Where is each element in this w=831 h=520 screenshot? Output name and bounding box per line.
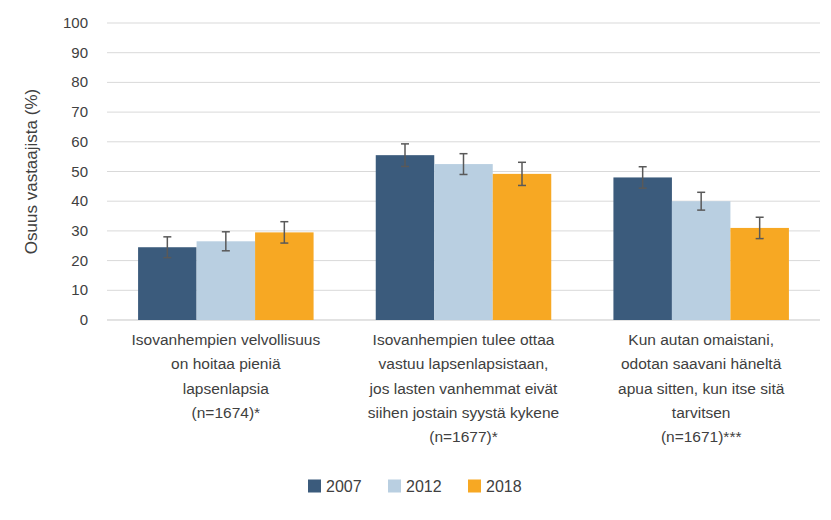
- error-cap: [163, 236, 171, 238]
- error-cap: [697, 192, 705, 194]
- error-stem: [521, 162, 523, 185]
- error-stem: [284, 222, 286, 243]
- bar: [255, 232, 313, 320]
- error-bar: [518, 162, 526, 185]
- bar: [138, 247, 197, 320]
- error-stem: [167, 237, 169, 258]
- legend-swatch: [468, 480, 481, 493]
- bar: [613, 177, 672, 320]
- y-tick-label: 90: [71, 44, 88, 61]
- grid-line: [107, 112, 820, 113]
- bar: [730, 228, 789, 320]
- x-tick-label: Isovanhempien tulee ottaa vastuu lapsenla…: [368, 331, 559, 445]
- x-tick-label: Isovanhempien velvollisuus on hoitaa pien…: [131, 331, 320, 421]
- label-line: (n=1677)*: [429, 428, 498, 445]
- error-cap: [280, 242, 288, 244]
- grid-line: [107, 52, 820, 53]
- error-cap: [460, 174, 468, 176]
- label-line: Isovanhempien velvollisuus: [131, 331, 320, 348]
- error-cap: [222, 250, 230, 252]
- legend-label: 2012: [406, 478, 442, 495]
- error-cap: [756, 216, 764, 218]
- error-cap: [756, 238, 764, 240]
- label-line: (n=1674)*: [192, 404, 261, 421]
- y-tick-label: 0: [80, 311, 88, 328]
- bar: [672, 201, 731, 320]
- error-bar: [222, 232, 230, 251]
- error-bar: [697, 192, 705, 210]
- y-axis-label: Osuus vastaajista (%): [22, 89, 41, 254]
- error-bar: [639, 167, 647, 188]
- error-cap: [518, 162, 526, 164]
- bars: [138, 144, 789, 320]
- label-line: (n=1671)***: [661, 428, 742, 445]
- error-stem: [404, 144, 406, 167]
- y-tick-label: 80: [71, 73, 88, 90]
- error-cap: [280, 221, 288, 223]
- error-bar: [401, 144, 409, 167]
- label-line: odotan saavani häneltä: [621, 355, 782, 372]
- bar: [376, 155, 435, 320]
- error-stem: [700, 192, 702, 210]
- error-cap: [518, 185, 526, 187]
- y-tick-label: 60: [71, 133, 88, 150]
- error-cap: [639, 187, 647, 189]
- grid-line: [107, 141, 820, 142]
- legend-swatch: [388, 480, 401, 493]
- y-tick-label: 10: [71, 281, 88, 298]
- error-cap: [639, 166, 647, 168]
- error-bar: [756, 217, 764, 238]
- y-tick-label: 20: [71, 252, 88, 269]
- error-stem: [463, 154, 465, 175]
- y-tick-label: 50: [71, 163, 88, 180]
- grid-line: [107, 82, 820, 83]
- label-line: Isovanhempien tulee ottaa: [373, 331, 555, 348]
- bar: [434, 164, 493, 320]
- label-line: vastuu lapsenlapsistaan,: [379, 355, 549, 372]
- legend-label: 2007: [326, 478, 362, 495]
- error-cap: [163, 257, 171, 259]
- error-stem: [759, 217, 761, 238]
- error-stem: [225, 232, 227, 251]
- chart: 0 10 20 30 40 50 60 70 80 90 100 Osuus vastaajista …: [0, 0, 831, 520]
- grid-line: [107, 23, 820, 24]
- legend: 2007 2012 2018: [308, 478, 522, 495]
- y-tick-label: 100: [63, 14, 88, 31]
- label-line: Kun autan omaistani,: [628, 331, 774, 348]
- y-tick-label: 40: [71, 192, 88, 209]
- bar: [197, 241, 256, 320]
- label-line: siihen jostain syystä kykene: [368, 404, 559, 421]
- error-cap: [222, 231, 230, 233]
- label-line: apua sitten, kun itse sitä: [618, 380, 785, 397]
- y-tick-label: 30: [71, 222, 88, 239]
- error-cap: [401, 166, 409, 168]
- label-line: tarvitsen: [672, 404, 731, 421]
- legend-label: 2018: [486, 478, 522, 495]
- y-tick-label: 70: [71, 103, 88, 120]
- label-line: jos lasten vanhemmat eivät: [369, 380, 559, 397]
- label-line: on hoitaa pieniä: [171, 355, 281, 372]
- error-stem: [642, 167, 644, 188]
- error-bar: [460, 154, 468, 175]
- error-bar: [163, 237, 171, 258]
- error-cap: [697, 209, 705, 211]
- label-line: lapsenlapsia: [183, 380, 270, 397]
- error-cap: [401, 143, 409, 145]
- error-cap: [460, 153, 468, 155]
- bar: [493, 174, 552, 320]
- error-bar: [280, 222, 288, 243]
- x-tick-label: Kun autan omaistani, odotan saavani hänel…: [618, 331, 785, 445]
- legend-swatch: [308, 480, 321, 493]
